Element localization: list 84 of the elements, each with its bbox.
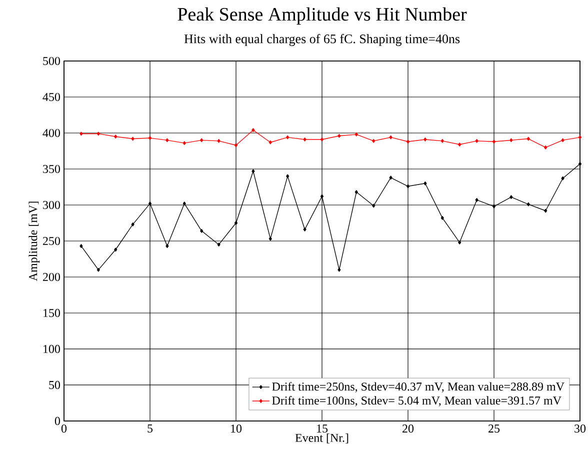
- point: [200, 138, 204, 142]
- point: [217, 242, 220, 247]
- point: [354, 190, 358, 194]
- point: [492, 140, 496, 144]
- point: [114, 134, 118, 139]
- point: [440, 138, 444, 143]
- point: [475, 138, 478, 143]
- point: [338, 134, 341, 138]
- point: [492, 204, 496, 208]
- point: [510, 195, 513, 200]
- y-tick-label: 300: [43, 200, 60, 210]
- point: [406, 140, 410, 144]
- point: [389, 135, 392, 140]
- point: [561, 138, 564, 142]
- x-tick-label: 20: [402, 424, 414, 433]
- point: [286, 135, 290, 140]
- point: [131, 222, 134, 226]
- y-tick-label: 50: [49, 380, 60, 390]
- point: [406, 184, 410, 188]
- chart-title: Peak Sense Amplitude vs Hit Number: [178, 7, 467, 25]
- x-tick-label: 15: [317, 424, 328, 433]
- point: [458, 240, 462, 244]
- point: [372, 138, 376, 143]
- y-tick-label: 0: [54, 416, 60, 426]
- point: [96, 132, 100, 136]
- legend-label: Drift time=250ns, Stdev=40.37 mV, Mean value=288.89 mV: [272, 382, 564, 392]
- point: [148, 202, 152, 206]
- y-tick-label: 500: [43, 56, 60, 66]
- point: [148, 136, 152, 140]
- point: [544, 208, 548, 213]
- x-tick-label: 10: [231, 424, 242, 433]
- point: [475, 198, 478, 202]
- point: [114, 248, 118, 252]
- point: [268, 236, 272, 241]
- point: [234, 221, 238, 225]
- point: [320, 138, 324, 142]
- chart-subtitle: Hits with equal charges of 65 fC. Shaping time=40ns: [184, 34, 460, 46]
- y-tick-label: 350: [43, 164, 60, 174]
- point: [544, 145, 548, 150]
- point: [217, 138, 220, 143]
- y-tick-label: 250: [43, 236, 60, 246]
- point: [526, 202, 530, 206]
- x-axis-title: Event [Nr.]: [295, 433, 348, 444]
- y-tick-label: 450: [42, 92, 60, 102]
- point: [320, 194, 324, 198]
- point: [252, 169, 255, 174]
- point: [80, 132, 83, 136]
- point: [303, 138, 306, 142]
- point: [96, 268, 100, 272]
- y-tick-label: 150: [44, 308, 60, 318]
- point: [424, 181, 427, 186]
- point: [182, 141, 186, 146]
- point: [440, 216, 444, 220]
- point: [200, 228, 204, 233]
- point: [234, 143, 238, 148]
- point: [286, 174, 290, 178]
- point: [166, 138, 169, 142]
- y-tick-label: 400: [42, 128, 60, 138]
- point: [424, 138, 427, 142]
- point: [458, 142, 462, 146]
- x-tick-label: 25: [488, 424, 500, 433]
- point: [354, 132, 358, 136]
- point: [80, 244, 83, 248]
- x-tick-label: 5: [148, 424, 153, 432]
- point: [131, 136, 134, 141]
- point: [510, 138, 513, 142]
- point: [303, 228, 306, 232]
- y-tick-label: 100: [44, 344, 60, 354]
- point: [561, 176, 564, 180]
- x-tick-label: 0: [61, 424, 67, 433]
- legend-label: Drift time=100ns, Stdev= 5.04 mV, Mean value=391.57 mV: [272, 396, 562, 406]
- point: [578, 162, 582, 166]
- point: [252, 128, 255, 132]
- point: [526, 136, 530, 141]
- point: [578, 135, 582, 140]
- x-tick-label: 30: [574, 424, 586, 433]
- y-tick-label: 200: [43, 272, 60, 282]
- point: [389, 176, 392, 180]
- point: [268, 140, 272, 144]
- y-axis-title: Amplitude [mV]: [28, 202, 40, 282]
- point: [166, 244, 169, 248]
- point: [372, 204, 376, 208]
- point: [182, 202, 186, 206]
- point: [338, 268, 341, 272]
